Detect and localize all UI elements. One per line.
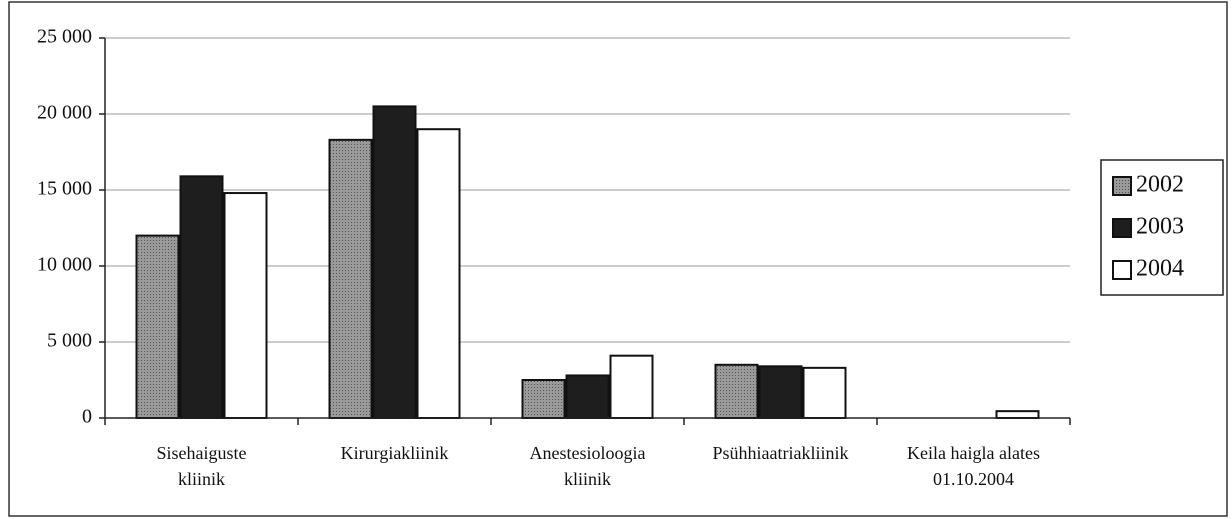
y-tick-label: 5 000 <box>47 330 92 352</box>
x-tick-label: Psühhiaatriakliinik <box>712 443 849 463</box>
bar <box>995 410 1040 420</box>
legend-label: 2003 <box>1136 214 1184 240</box>
bar <box>802 366 847 419</box>
bar <box>565 374 610 420</box>
bar <box>328 138 373 419</box>
bar <box>714 363 759 419</box>
y-tick-label: 20 000 <box>37 102 92 124</box>
bar <box>416 128 461 419</box>
x-tick-label: Anestesioloogia kliinik <box>529 443 646 489</box>
bar <box>135 234 180 419</box>
bar <box>223 192 268 419</box>
y-tick-label: 15 000 <box>37 178 92 200</box>
bar <box>179 175 224 419</box>
legend-swatch <box>1112 218 1132 238</box>
x-tick-label: Kirurgiakliinik <box>340 443 449 463</box>
legend-swatch <box>1112 260 1132 280</box>
bar <box>758 365 803 420</box>
x-tick-label: Keila haigla alates 01.10.2004 <box>907 443 1040 489</box>
bar <box>372 105 417 420</box>
y-tick-label: 10 000 <box>37 254 92 276</box>
x-tick-label: Sisehaiguste kliinik <box>156 443 247 489</box>
bar <box>609 354 654 419</box>
y-tick-label: 25 000 <box>37 26 92 48</box>
legend-label: 2002 <box>1136 172 1184 198</box>
legend-swatch <box>1112 176 1132 196</box>
chart-frame <box>8 1 1228 517</box>
y-tick-label: 0 <box>82 406 92 428</box>
bar <box>521 379 566 419</box>
legend-label: 2004 <box>1136 256 1184 282</box>
